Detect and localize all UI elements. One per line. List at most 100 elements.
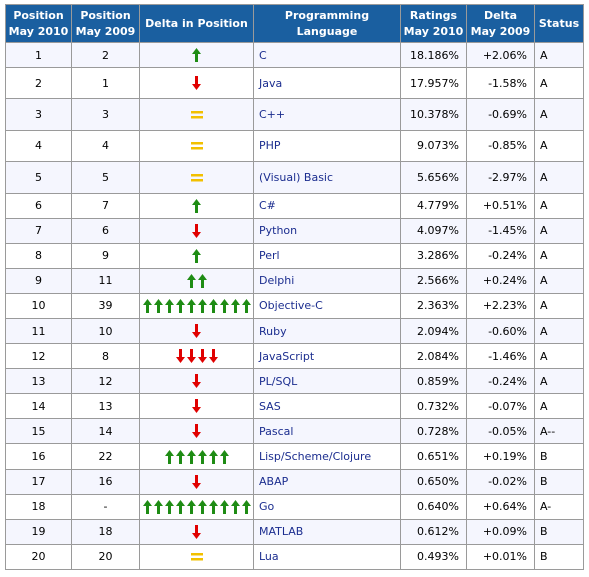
- delta-rating-cell: -1.46%: [466, 343, 535, 370]
- status-cell: A: [534, 343, 584, 370]
- language-link[interactable]: Perl: [259, 249, 280, 263]
- language-link[interactable]: Go: [259, 500, 275, 514]
- status-cell: B: [534, 518, 584, 545]
- language-cell: Ruby: [253, 317, 401, 345]
- status-cell: A: [534, 161, 584, 194]
- language-cell: Lisp/Scheme/Clojure: [253, 443, 401, 470]
- header-language[interactable]: Programming Language: [253, 4, 401, 43]
- delta-rating-cell: -0.69%: [466, 98, 535, 131]
- down-arrow-icon: [192, 524, 201, 539]
- header-delta-position[interactable]: Delta in Position: [139, 4, 254, 43]
- delta-position-cell: [139, 418, 254, 445]
- position-2009-cell: 5: [71, 161, 140, 194]
- position-2009-cell: 1: [71, 67, 140, 100]
- language-link[interactable]: Lisp/Scheme/Clojure: [259, 450, 372, 464]
- up-arrow-icon: [142, 298, 152, 313]
- delta-position-cell: [139, 98, 254, 131]
- language-cell: Go: [253, 493, 401, 520]
- position-2009-cell: 4: [71, 129, 140, 163]
- position-2010-cell: 17: [5, 468, 72, 495]
- equal-icon: [190, 553, 203, 561]
- delta-rating-cell: -0.60%: [466, 317, 535, 345]
- language-link[interactable]: SAS: [259, 399, 281, 413]
- table-row: 5 5 (Visual) Basic 5.656% -2.97% A: [5, 161, 584, 194]
- delta-position-cell: [139, 41, 254, 69]
- language-link[interactable]: Delphi: [259, 274, 295, 288]
- up-arrow-icon: [197, 499, 207, 514]
- down-arrow-icon: [192, 223, 201, 238]
- position-2009-cell: 7: [71, 192, 140, 219]
- language-cell: Java: [253, 67, 401, 100]
- status-cell: A: [534, 217, 584, 244]
- delta-position-cell: [139, 468, 254, 495]
- up-arrow-icon: [192, 248, 201, 263]
- language-link[interactable]: ABAP: [259, 475, 289, 489]
- table-row: 14 13 SAS 0.732% -0.07% A: [5, 393, 584, 420]
- language-link[interactable]: Pascal: [259, 424, 294, 438]
- position-2010-cell: 20: [5, 543, 72, 571]
- language-link[interactable]: Java: [259, 76, 283, 90]
- table-row: 2 1 Java 17.957% -1.58% A: [5, 67, 584, 100]
- delta-rating-cell: -0.24%: [466, 242, 535, 269]
- header-status[interactable]: Status: [534, 4, 584, 43]
- status-cell: A: [534, 393, 584, 420]
- status-cell: A: [534, 129, 584, 163]
- language-link[interactable]: C#: [259, 199, 276, 213]
- language-link[interactable]: Ruby: [259, 324, 287, 338]
- position-2010-cell: 1: [5, 41, 72, 69]
- rating-cell: 17.957%: [400, 67, 467, 100]
- header-position-2009[interactable]: Position May 2009: [71, 4, 140, 43]
- down-arrow-icon: [208, 349, 218, 364]
- equal-icon: [190, 111, 203, 119]
- up-arrow-icon: [208, 499, 218, 514]
- delta-position-cell: [139, 292, 254, 320]
- language-link[interactable]: C: [259, 48, 267, 62]
- table-row: 9 11 Delphi 2.566% +0.24% A: [5, 267, 584, 294]
- position-2010-cell: 19: [5, 518, 72, 545]
- status-cell: A: [534, 242, 584, 269]
- up-arrow-icon: [208, 298, 218, 313]
- language-cell: C++: [253, 98, 401, 131]
- down-arrow-icon: [192, 399, 201, 414]
- delta-rating-cell: +0.19%: [466, 443, 535, 470]
- down-arrow-icon: [192, 424, 201, 439]
- down-arrow-icon: [192, 474, 201, 489]
- table-row: 4 4 PHP 9.073% -0.85% A: [5, 129, 584, 163]
- language-link[interactable]: Python: [259, 224, 298, 238]
- table-row: 16 22 Lisp/Scheme/Clojure 0.651% +0.19% B: [5, 443, 584, 470]
- position-2010-cell: 16: [5, 443, 72, 470]
- position-2010-cell: 2: [5, 67, 72, 100]
- language-link[interactable]: MATLAB: [259, 525, 304, 539]
- delta-position-cell: [139, 129, 254, 163]
- delta-position-cell: [139, 393, 254, 420]
- header-ratings[interactable]: Ratings May 2010: [400, 4, 467, 43]
- language-link[interactable]: PHP: [259, 139, 281, 153]
- position-2009-cell: 22: [71, 443, 140, 470]
- language-link[interactable]: PL/SQL: [259, 374, 298, 388]
- header-delta-rating[interactable]: Delta May 2009: [466, 4, 535, 43]
- language-cell: Pascal: [253, 418, 401, 445]
- header-position-2010[interactable]: Position May 2010: [5, 4, 72, 43]
- up-arrow-icon: [186, 298, 196, 313]
- position-2010-cell: 13: [5, 368, 72, 395]
- position-2009-cell: 13: [71, 393, 140, 420]
- rating-cell: 2.363%: [400, 292, 467, 320]
- position-2009-cell: 8: [71, 343, 140, 370]
- language-cell: PL/SQL: [253, 368, 401, 395]
- up-arrow-icon: [219, 499, 229, 514]
- rating-cell: 2.566%: [400, 267, 467, 294]
- table-row: 18- Go 0.640% +0.64% A-: [5, 493, 584, 520]
- language-link[interactable]: Lua: [259, 550, 279, 564]
- status-cell: B: [534, 443, 584, 470]
- position-2009-cell: 18: [71, 518, 140, 545]
- equal-icon: [190, 142, 203, 150]
- delta-rating-cell: -1.45%: [466, 217, 535, 244]
- up-arrow-icon: [175, 499, 185, 514]
- language-link[interactable]: Objective-C: [259, 299, 323, 313]
- table-row: 20 20 Lua 0.493% +0.01% B: [5, 543, 584, 571]
- language-link[interactable]: C++: [259, 108, 286, 122]
- language-link[interactable]: JavaScript: [259, 349, 315, 363]
- language-link[interactable]: (Visual) Basic: [259, 170, 334, 184]
- position-2010-cell: 18: [5, 493, 72, 520]
- delta-rating-cell: -0.02%: [466, 468, 535, 495]
